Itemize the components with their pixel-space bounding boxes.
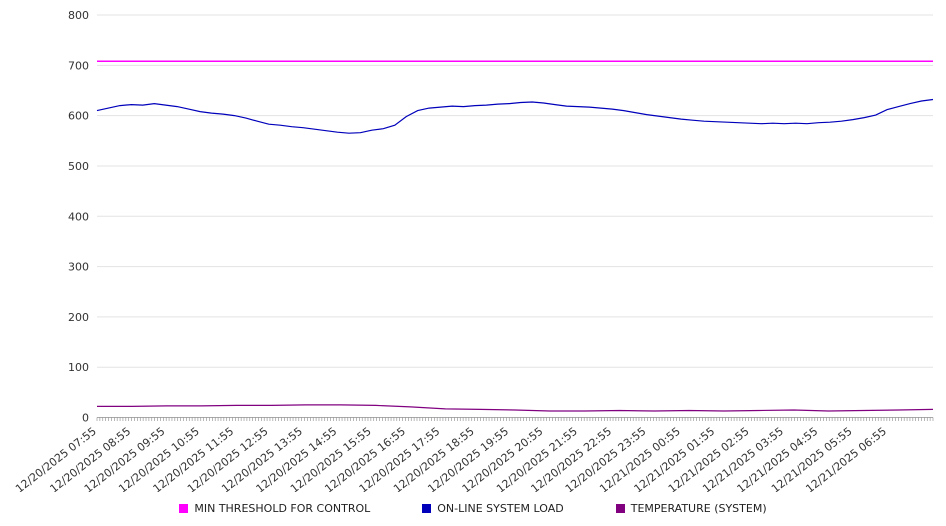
- legend-label-online-system-load: ON-LINE SYSTEM LOAD: [437, 502, 564, 515]
- legend-item-temperature-system: TEMPERATURE (SYSTEM): [615, 502, 767, 515]
- svg-text:200: 200: [68, 311, 89, 324]
- legend-item-min-threshold: MIN THRESHOLD FOR CONTROL: [179, 502, 370, 515]
- svg-text:100: 100: [68, 361, 89, 374]
- legend-label-temperature-system: TEMPERATURE (SYSTEM): [630, 502, 767, 515]
- on-line-system-load-line: [96, 98, 934, 134]
- legend-swatch-min-threshold-icon: [179, 504, 189, 513]
- svg-text:300: 300: [68, 261, 89, 274]
- svg-text:400: 400: [68, 210, 89, 223]
- svg-text:600: 600: [68, 110, 89, 123]
- temperature-system-line: [97, 404, 934, 412]
- svg-text:700: 700: [68, 59, 89, 72]
- chart-legend: MIN THRESHOLD FOR CONTROL ON-LINE SYSTEM…: [0, 502, 946, 515]
- svg-text:800: 800: [68, 9, 89, 22]
- legend-item-online-system-load: ON-LINE SYSTEM LOAD: [422, 502, 564, 515]
- legend-label-min-threshold: MIN THRESHOLD FOR CONTROL: [194, 502, 371, 515]
- svg-text:500: 500: [68, 160, 89, 173]
- legend-swatch-online-system-load-icon: [422, 504, 432, 513]
- svg-text:0: 0: [82, 412, 89, 425]
- legend-swatch-temperature-system-icon: [615, 504, 625, 513]
